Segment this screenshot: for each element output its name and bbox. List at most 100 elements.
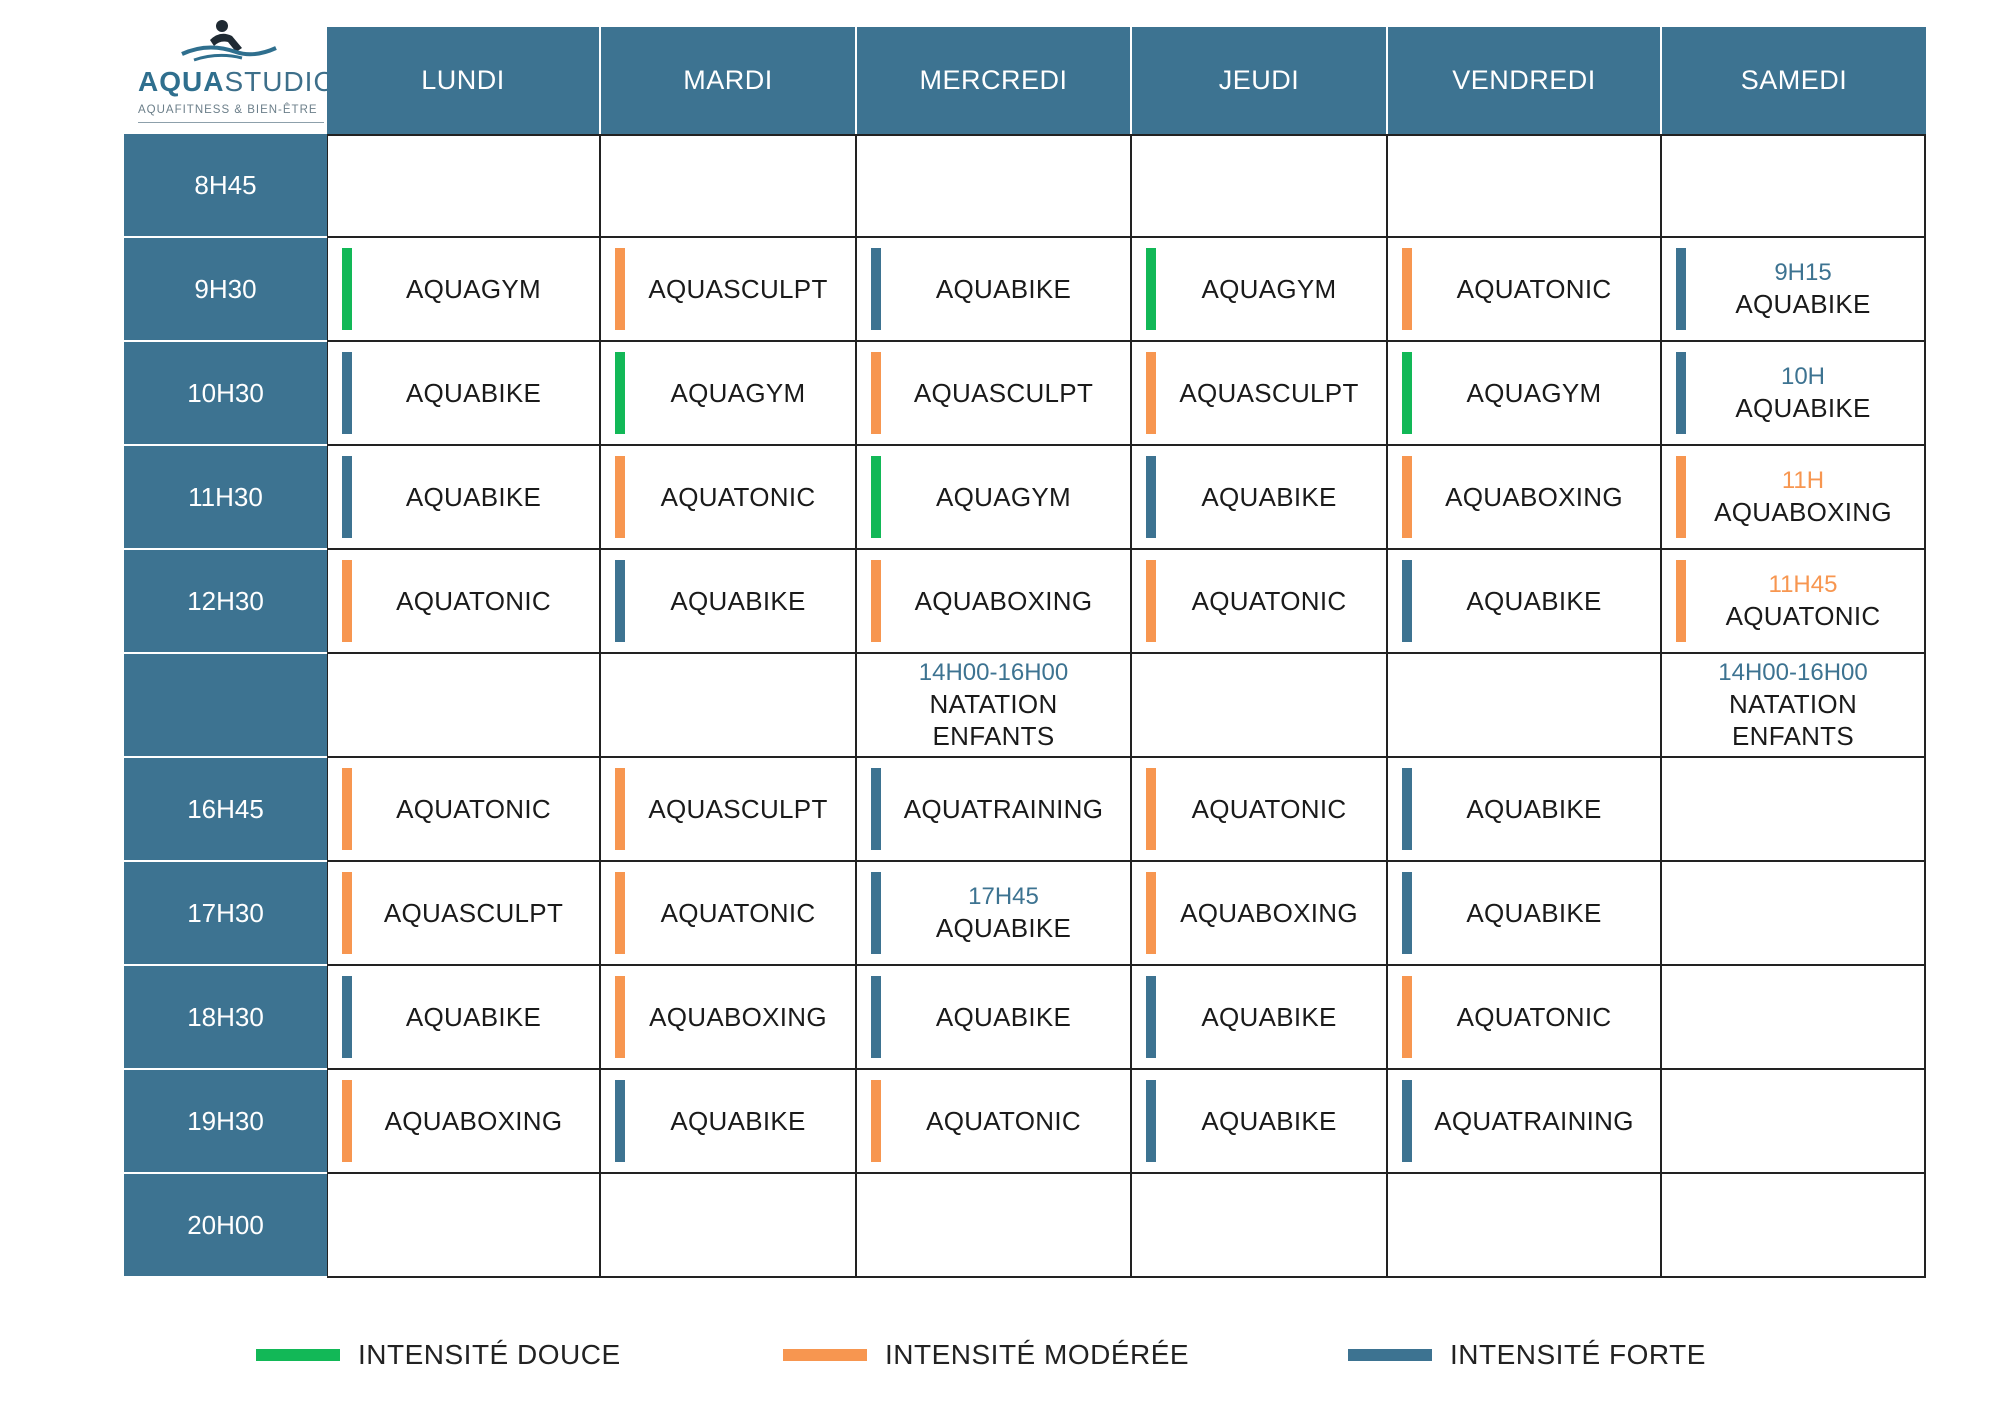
class-entry: AQUABOXING [365, 1105, 563, 1138]
schedule-cell: 10H AQUABIKE [1662, 342, 1926, 446]
class-name: AQUATONIC [396, 793, 551, 824]
intensity-bar [1146, 352, 1156, 434]
intensity-bar [1676, 352, 1686, 434]
class-name: AQUABIKE [405, 377, 542, 408]
intensity-bar [871, 1080, 881, 1162]
class-entry: AQUABIKE [1181, 481, 1336, 514]
class-entry: AQUASCULPT [628, 273, 827, 306]
schedule-cell: AQUABIKE [1388, 550, 1662, 654]
schedule-cell: AQUATONIC [1132, 550, 1388, 654]
intensity-bar [615, 456, 625, 538]
schedule-cell: AQUABIKE [601, 550, 857, 654]
intensity-bar [342, 560, 352, 642]
intensity-bar [1146, 560, 1156, 642]
schedule-cell: AQUABIKE [327, 966, 601, 1070]
schedule-cell: AQUAGYM [601, 342, 857, 446]
schedule-grid: LUNDI MARDI MERCREDI JEUDI VENDREDI SAMEDI 8H4… [124, 27, 1926, 1278]
schedule-cell: AQUABIKE [1388, 862, 1662, 966]
schedule-cell: AQUABIKE [1388, 758, 1662, 862]
class-name: AQUATONIC [660, 481, 816, 512]
class-entry: 14H00-16H00 NATATION ENFANTS [1718, 658, 1867, 753]
schedule-cell: 11H AQUABOXING [1662, 446, 1926, 550]
class-entry: AQUASCULPT [1159, 377, 1358, 410]
class-name: AQUABIKE [405, 1001, 542, 1032]
intensity-bar [1676, 456, 1686, 538]
class-name: AQUABIKE [1735, 288, 1871, 319]
class-name: AQUABIKE [1201, 481, 1337, 512]
schedule-cell [601, 134, 857, 238]
schedule-cell: AQUASCULPT [601, 758, 857, 862]
class-name: AQUABIKE [1466, 897, 1602, 928]
class-name: AQUABIKE [670, 585, 806, 616]
class-name: AQUAGYM [935, 481, 1071, 512]
schedule-cell [857, 1174, 1132, 1278]
schedule-cell [1388, 654, 1662, 758]
class-time: 11H45 [1768, 570, 1838, 598]
class-time: 9H15 [1774, 258, 1832, 286]
schedule-cell: AQUABOXING [601, 966, 857, 1070]
intensity-bar [1676, 560, 1686, 642]
intensity-bar [1146, 872, 1156, 954]
class-entry: 17H45 AQUABIKE [916, 882, 1071, 945]
class-entry: AQUATONIC [1437, 273, 1612, 306]
class-entry: AQUABIKE [1181, 1105, 1336, 1138]
day-header-mercredi: MERCREDI [857, 27, 1132, 134]
intensity-bar [615, 768, 625, 850]
class-entry: 14H00-16H00 NATATION ENFANTS [919, 658, 1068, 753]
class-name: AQUABOXING [1714, 496, 1892, 527]
intensity-bar [871, 248, 881, 330]
time-slot-label: 11H30 [124, 446, 327, 550]
class-name: AQUATONIC [660, 897, 816, 928]
schedule-cell [1132, 134, 1388, 238]
class-entry: AQUABOXING [1160, 897, 1358, 930]
class-entry: AQUABIKE [1181, 1001, 1336, 1034]
intensity-bar [342, 768, 352, 850]
schedule-cell [1662, 134, 1926, 238]
class-entry: 10H AQUABIKE [1715, 362, 1870, 425]
class-entry: AQUABOXING [895, 585, 1093, 618]
class-entry: AQUAGYM [1181, 273, 1336, 306]
class-entry: AQUAGYM [386, 273, 541, 306]
legend-swatch [783, 1349, 867, 1361]
tagline-divider [138, 122, 324, 123]
class-entry: AQUABIKE [386, 481, 541, 514]
day-header-lundi: LUNDI [327, 27, 601, 134]
intensity-bar [1402, 352, 1412, 434]
intensity-bar [1676, 248, 1686, 330]
schedule-cell: AQUAGYM [327, 238, 601, 342]
schedule-cell: 11H45 AQUATONIC [1662, 550, 1926, 654]
grid-corner [124, 27, 327, 134]
class-name: AQUABOXING [1445, 481, 1623, 512]
class-entry: AQUABIKE [1446, 793, 1601, 826]
schedule-cell: AQUABIKE [857, 238, 1132, 342]
schedule-cell [857, 134, 1132, 238]
schedule-cell [601, 654, 857, 758]
schedule-cell: AQUABOXING [327, 1070, 601, 1174]
time-slot-label: 17H30 [124, 862, 327, 966]
schedule-cell: AQUATONIC [857, 1070, 1132, 1174]
legend-label: INTENSITÉ FORTE [1450, 1339, 1706, 1370]
swimmer-logo-icon [181, 20, 277, 62]
class-time: 14H00-16H00 [1718, 658, 1868, 686]
class-entry: AQUABOXING [629, 1001, 827, 1034]
schedule-cell: AQUAGYM [1388, 342, 1662, 446]
schedule-cell: AQUASCULPT [857, 342, 1132, 446]
intensity-bar [1402, 248, 1412, 330]
class-entry: AQUATONIC [906, 1105, 1081, 1138]
class-name: AQUASCULPT [648, 273, 828, 304]
schedule-cell: 9H15 AQUABIKE [1662, 238, 1926, 342]
class-name: AQUATONIC [396, 585, 551, 616]
class-entry: AQUAGYM [1446, 377, 1601, 410]
intensity-bar [871, 768, 881, 850]
schedule-cell: AQUABOXING [857, 550, 1132, 654]
brand-tagline: AQUAFITNESS & BIEN-ÊTRE [138, 104, 318, 116]
class-entry: AQUATONIC [1437, 1001, 1612, 1034]
intensity-bar [871, 352, 881, 434]
schedule-cell: AQUABIKE [327, 342, 601, 446]
schedule-cell: AQUATONIC [327, 758, 601, 862]
schedule-cell: AQUATONIC [601, 446, 857, 550]
class-name: AQUABIKE [1201, 1105, 1337, 1136]
class-name: AQUABOXING [649, 1001, 827, 1032]
intensity-bar [1146, 976, 1156, 1058]
schedule-cell [1662, 1070, 1926, 1174]
